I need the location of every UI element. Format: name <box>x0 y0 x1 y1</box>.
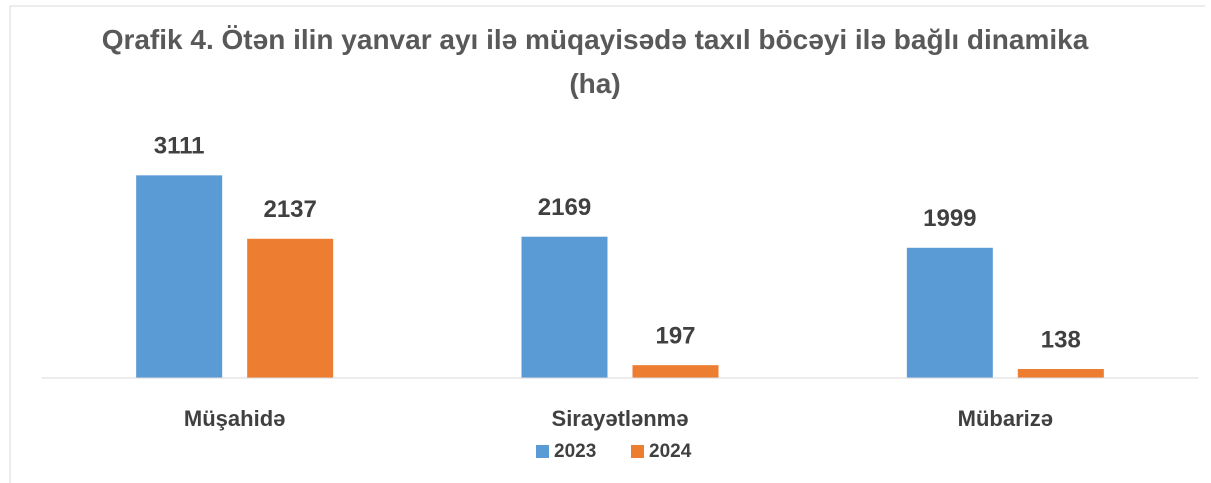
bar <box>136 175 223 378</box>
data-label: 2169 <box>538 194 591 221</box>
bar <box>247 238 334 378</box>
legend-label: 2024 <box>649 441 692 462</box>
data-label: 2137 <box>263 196 316 223</box>
bar <box>521 236 608 378</box>
bar <box>906 247 993 378</box>
data-label: 138 <box>1041 326 1081 353</box>
data-label: 3111 <box>154 133 205 160</box>
data-label: 1999 <box>923 205 976 232</box>
legend-label: 2023 <box>554 441 596 462</box>
bar <box>632 365 719 378</box>
legend-swatch <box>536 445 549 458</box>
x-tick-label: Sirayətlənmə <box>552 406 689 431</box>
x-tick-label: Müşahidə <box>184 406 285 431</box>
data-label: 197 <box>655 323 695 350</box>
legend-swatch <box>631 445 644 458</box>
bar <box>1017 369 1104 378</box>
chart-title: Qrafik 4. Ötən ilin yanvar ayı ilə müqay… <box>101 24 1089 99</box>
x-tick-label: Mübarizə <box>958 406 1053 431</box>
